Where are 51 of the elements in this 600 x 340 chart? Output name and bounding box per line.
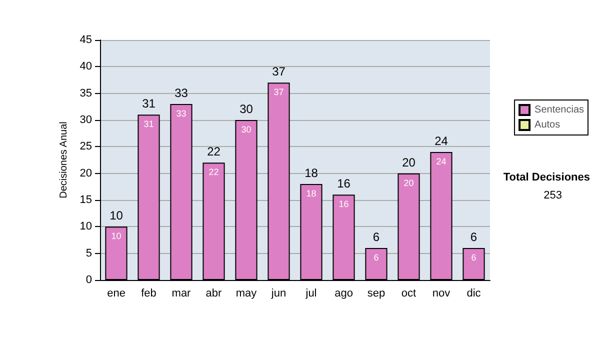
x-tick-label: feb — [141, 288, 156, 300]
x-tick-label: jul — [304, 288, 317, 300]
total-label: 20 — [402, 155, 416, 170]
y-axis-title: Decisiones Anual — [58, 122, 70, 198]
total-label: 6 — [470, 230, 478, 244]
x-tick-label: oct — [401, 288, 416, 300]
y-tick-label: 10 — [80, 220, 92, 233]
legend-label: Sentencias — [534, 104, 584, 116]
total-label: 22 — [207, 144, 221, 159]
data-label: 18 — [306, 188, 316, 198]
data-label: 33 — [176, 108, 186, 118]
x-tick-label: sep — [367, 288, 386, 300]
data-label: 22 — [208, 167, 219, 178]
y-tick-label: 0 — [86, 274, 92, 286]
data-label: 37 — [274, 87, 284, 98]
x-tick-label: mar — [172, 288, 192, 300]
x-tick-label: nov — [432, 288, 451, 300]
x-tick-label: ene — [107, 288, 126, 300]
x-tick-label: ago — [334, 288, 353, 300]
x-tick-label: dic — [466, 288, 482, 300]
total-label: 31 — [142, 96, 156, 111]
x-tick-label: may — [236, 288, 258, 300]
total-label: 10 — [110, 208, 124, 223]
total-label: 6 — [372, 230, 380, 244]
y-tick-label: 5 — [86, 247, 92, 260]
y-tick-label: 15 — [80, 194, 92, 206]
y-tick-label: 20 — [80, 167, 92, 180]
y-tick-label: 30 — [80, 114, 92, 126]
text: 253 — [544, 190, 562, 202]
y-tick-label: 40 — [80, 60, 92, 73]
data-label: 24 — [436, 156, 446, 166]
data-label: 20 — [404, 178, 414, 188]
y-tick-label: 35 — [80, 87, 92, 100]
total-label: 16 — [337, 176, 351, 191]
data-label: 30 — [241, 124, 252, 134]
total-label: 18 — [304, 166, 318, 180]
x-tick-label: jun — [270, 288, 286, 300]
total-label: 24 — [434, 134, 448, 148]
total-label: 30 — [240, 102, 254, 116]
data-label: 10 — [111, 231, 122, 242]
x-tick-label: abr — [206, 288, 222, 300]
data-label: 16 — [338, 199, 349, 210]
total-label: 37 — [272, 64, 286, 79]
data-label: 31 — [144, 119, 154, 130]
total-label: 33 — [174, 86, 188, 100]
y-tick-label: 25 — [80, 140, 92, 153]
data-label: 6 — [471, 252, 476, 262]
y-tick-label: 45 — [80, 34, 92, 46]
text: Total Decisiones — [503, 172, 590, 184]
legend-label: Autos — [534, 120, 560, 130]
data-label: 6 — [374, 252, 379, 262]
